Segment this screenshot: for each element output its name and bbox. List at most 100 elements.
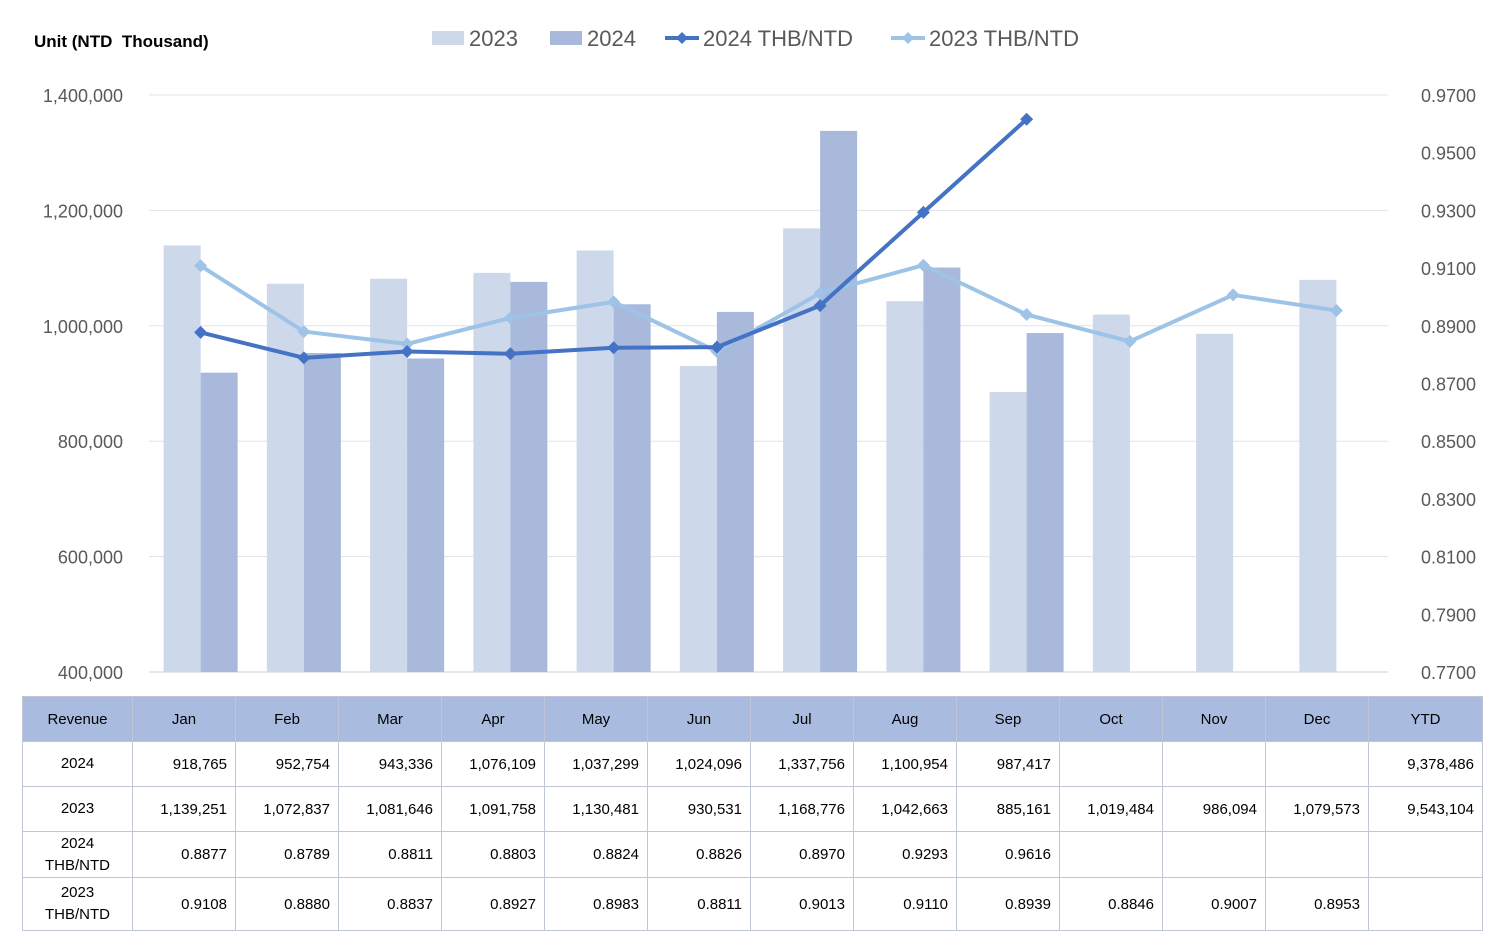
header-cell: Oct xyxy=(1059,696,1163,742)
header-cell: Jun xyxy=(647,696,751,742)
legend-label: 2023 xyxy=(469,26,518,51)
table-cell: 0.8803 xyxy=(441,831,545,878)
bar-2023-Apr xyxy=(473,272,511,672)
table-cell: 0.8983 xyxy=(544,877,648,931)
row-label: 2023 THB/NTD xyxy=(22,877,133,931)
table-row: 2024 THB/NTD 0.8877 0.8789 0.8811 0.8803 0.88… xyxy=(22,831,1483,878)
revenue-data-table: Revenue Jan Feb Mar Apr May Jun Jul Aug … xyxy=(22,696,1483,931)
marker-2023-THB-NTD-Jul xyxy=(813,286,827,300)
bar-2024-Apr xyxy=(510,281,548,672)
y-tick-label-right: 0.7900 xyxy=(1421,605,1476,625)
table-row: 2023 1,139,251 1,072,837 1,081,646 1,091,758… xyxy=(22,786,1483,832)
header-cell: Jan xyxy=(132,696,236,742)
bar-2023-May xyxy=(576,250,614,673)
table-cell: 1,091,758 xyxy=(441,786,545,832)
header-cell: YTD xyxy=(1368,696,1483,742)
y-tick-label-right: 0.7700 xyxy=(1421,663,1476,683)
combo-chart: 400,000 600,000 800,000 1,000,000 1,200,000 1… xyxy=(43,26,1476,683)
marker-2023-THB-NTD-Jan xyxy=(194,259,208,273)
table-cell: 0.9110 xyxy=(853,877,957,931)
marker-2024-THB-NTD-Jun xyxy=(710,340,724,354)
y-tick-label-right: 0.9500 xyxy=(1421,144,1476,164)
legend-label: 2024 xyxy=(587,26,636,51)
y-tick-label-right: 0.9700 xyxy=(1421,86,1476,106)
marker-2023-THB-NTD-Apr xyxy=(503,311,517,325)
table-cell: 0.9616 xyxy=(956,831,1060,878)
table-cell xyxy=(1162,741,1266,787)
table-cell: 885,161 xyxy=(956,786,1060,832)
table-cell: 0.8939 xyxy=(956,877,1060,931)
bar-2023-Aug xyxy=(886,301,924,672)
header-cell: Sep xyxy=(956,696,1060,742)
bar-2023-Feb xyxy=(266,283,304,672)
legend-marker xyxy=(902,32,914,44)
y-tick-label-right: 0.8900 xyxy=(1421,317,1476,337)
marker-2024-THB-NTD-Aug xyxy=(916,205,930,219)
header-cell: Jul xyxy=(750,696,854,742)
bar-2023-Sep xyxy=(989,392,1027,672)
marker-2023-THB-NTD-Nov xyxy=(1226,288,1240,302)
row-label: 2023 xyxy=(22,786,133,832)
table-cell: 0.9013 xyxy=(750,877,854,931)
table-cell: 0.8877 xyxy=(132,831,236,878)
table-cell xyxy=(1368,877,1483,931)
bar-2023-Mar xyxy=(370,278,408,672)
y-tick-label-left: 600,000 xyxy=(58,548,123,568)
table-cell: 952,754 xyxy=(235,741,339,787)
legend-label: 2024 THB/NTD xyxy=(703,26,853,51)
marker-2024-THB-NTD-Mar xyxy=(400,344,414,358)
table-cell: 1,024,096 xyxy=(647,741,751,787)
bar-2023-Jun xyxy=(679,365,717,672)
bar-2024-Jan xyxy=(200,372,238,672)
bar-2024-Sep xyxy=(1026,333,1064,672)
table-cell: 0.8811 xyxy=(338,831,442,878)
table-cell: 987,417 xyxy=(956,741,1060,787)
table-cell: 0.8837 xyxy=(338,877,442,931)
y-tick-label-right: 0.9100 xyxy=(1421,259,1476,279)
table-cell: 1,337,756 xyxy=(750,741,854,787)
marker-2024-THB-NTD-Feb xyxy=(297,351,311,365)
table-cell: 9,378,486 xyxy=(1368,741,1483,787)
table-cell xyxy=(1265,831,1369,878)
header-cell: Apr xyxy=(441,696,545,742)
y-tick-label-right: 0.8500 xyxy=(1421,432,1476,452)
marker-2024-THB-NTD-Sep xyxy=(1020,112,1034,126)
table-cell: 1,079,573 xyxy=(1265,786,1369,832)
table-cell: 1,019,484 xyxy=(1059,786,1163,832)
table-cell: 1,076,109 xyxy=(441,741,545,787)
header-cell: Nov xyxy=(1162,696,1266,742)
marker-2023-THB-NTD-Feb xyxy=(297,325,311,339)
marker-2023-THB-NTD-Dec xyxy=(1329,304,1343,318)
table-cell: 0.8927 xyxy=(441,877,545,931)
table-cell: 1,072,837 xyxy=(235,786,339,832)
marker-2023-THB-NTD-May xyxy=(607,295,621,309)
legend-marker xyxy=(676,32,688,44)
table-cell: 0.9293 xyxy=(853,831,957,878)
bar-2023-Jan xyxy=(163,245,201,672)
table-cell: 1,100,954 xyxy=(853,741,957,787)
marker-2023-THB-NTD-Mar xyxy=(400,337,414,351)
y-tick-label-left: 1,000,000 xyxy=(43,317,123,337)
table-cell: 0.8953 xyxy=(1265,877,1369,931)
header-cell: Aug xyxy=(853,696,957,742)
bar-2023-Oct xyxy=(1092,314,1130,672)
table-cell xyxy=(1265,741,1369,787)
table-cell: 918,765 xyxy=(132,741,236,787)
row-label: 2024 xyxy=(22,741,133,787)
marker-2024-THB-NTD-Jan xyxy=(194,325,208,339)
table-header-row: Revenue Jan Feb Mar Apr May Jun Jul Aug … xyxy=(22,696,1483,742)
header-cell: May xyxy=(544,696,648,742)
y-tick-label-right: 0.9300 xyxy=(1421,201,1476,221)
table-row: 2024 918,765 952,754 943,336 1,076,109 1,037,… xyxy=(22,741,1483,787)
table-cell: 1,139,251 xyxy=(132,786,236,832)
unit-label: Unit (NTD Thousand) xyxy=(34,32,209,51)
table-cell: 0.8970 xyxy=(750,831,854,878)
table-cell: 1,081,646 xyxy=(338,786,442,832)
bar-2024-Aug xyxy=(923,267,961,672)
header-cell: Dec xyxy=(1265,696,1369,742)
marker-2024-THB-NTD-Apr xyxy=(503,347,517,361)
table-cell: 930,531 xyxy=(647,786,751,832)
y-tick-label-left: 800,000 xyxy=(58,432,123,452)
legend-swatch xyxy=(432,31,464,45)
table-cell: 1,130,481 xyxy=(544,786,648,832)
